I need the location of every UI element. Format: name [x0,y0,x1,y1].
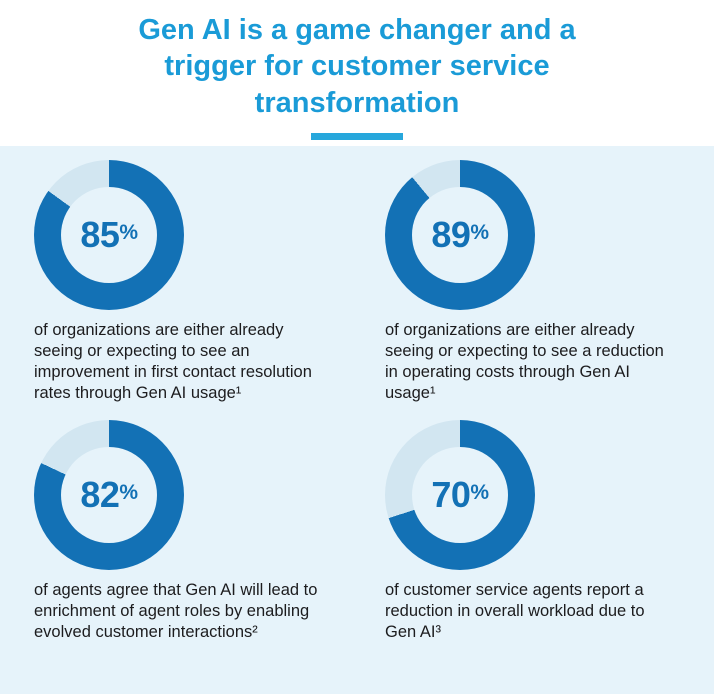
stat-number: 70 [431,474,471,516]
donut-chart-85: 85% [34,159,184,310]
donut-chart-70: 70% [385,420,535,571]
stat-value: 82% [80,474,138,516]
percent-sign: % [470,220,489,244]
stat-description: of customer service agents report a redu… [385,581,645,642]
page-title: Gen AI is a game changer and a trigger f… [138,14,576,119]
donut-hole: 89% [412,186,508,283]
percent-sign: % [470,481,489,505]
stat-value: 89% [431,213,489,256]
donut-hole: 82% [61,447,157,544]
donut-hole: 85% [61,186,157,283]
stat-number: 89 [431,213,471,255]
stats-grid: 85% of organizations are either already … [0,145,714,694]
stat-value: 70% [431,474,489,516]
header: Gen AI is a game changer and a trigger f… [0,0,714,146]
donut-hole: 70% [412,447,508,544]
stat-card-first-contact-resolution: 85% of organizations are either already … [34,159,329,404]
donut-chart-82: 82% [34,420,184,571]
stat-card-agent-roles: 82% of agents agree that Gen AI will lea… [34,420,329,643]
percent-sign: % [119,481,138,505]
stat-number: 85 [80,213,120,255]
donut-chart-89: 89% [385,159,535,310]
stat-number: 82 [80,474,120,516]
stat-description: of organizations are either already seei… [34,320,312,403]
stat-card-workload-reduction: 70% of customer service agents report a … [385,420,680,643]
stat-card-operating-costs: 89% of organizations are either already … [385,159,680,404]
stat-value: 85% [80,213,138,256]
percent-sign: % [119,220,138,244]
stat-description: of organizations are either already seei… [385,320,664,403]
title-underline [311,132,403,140]
stat-description: of agents agree that Gen AI will lead to… [34,581,318,642]
